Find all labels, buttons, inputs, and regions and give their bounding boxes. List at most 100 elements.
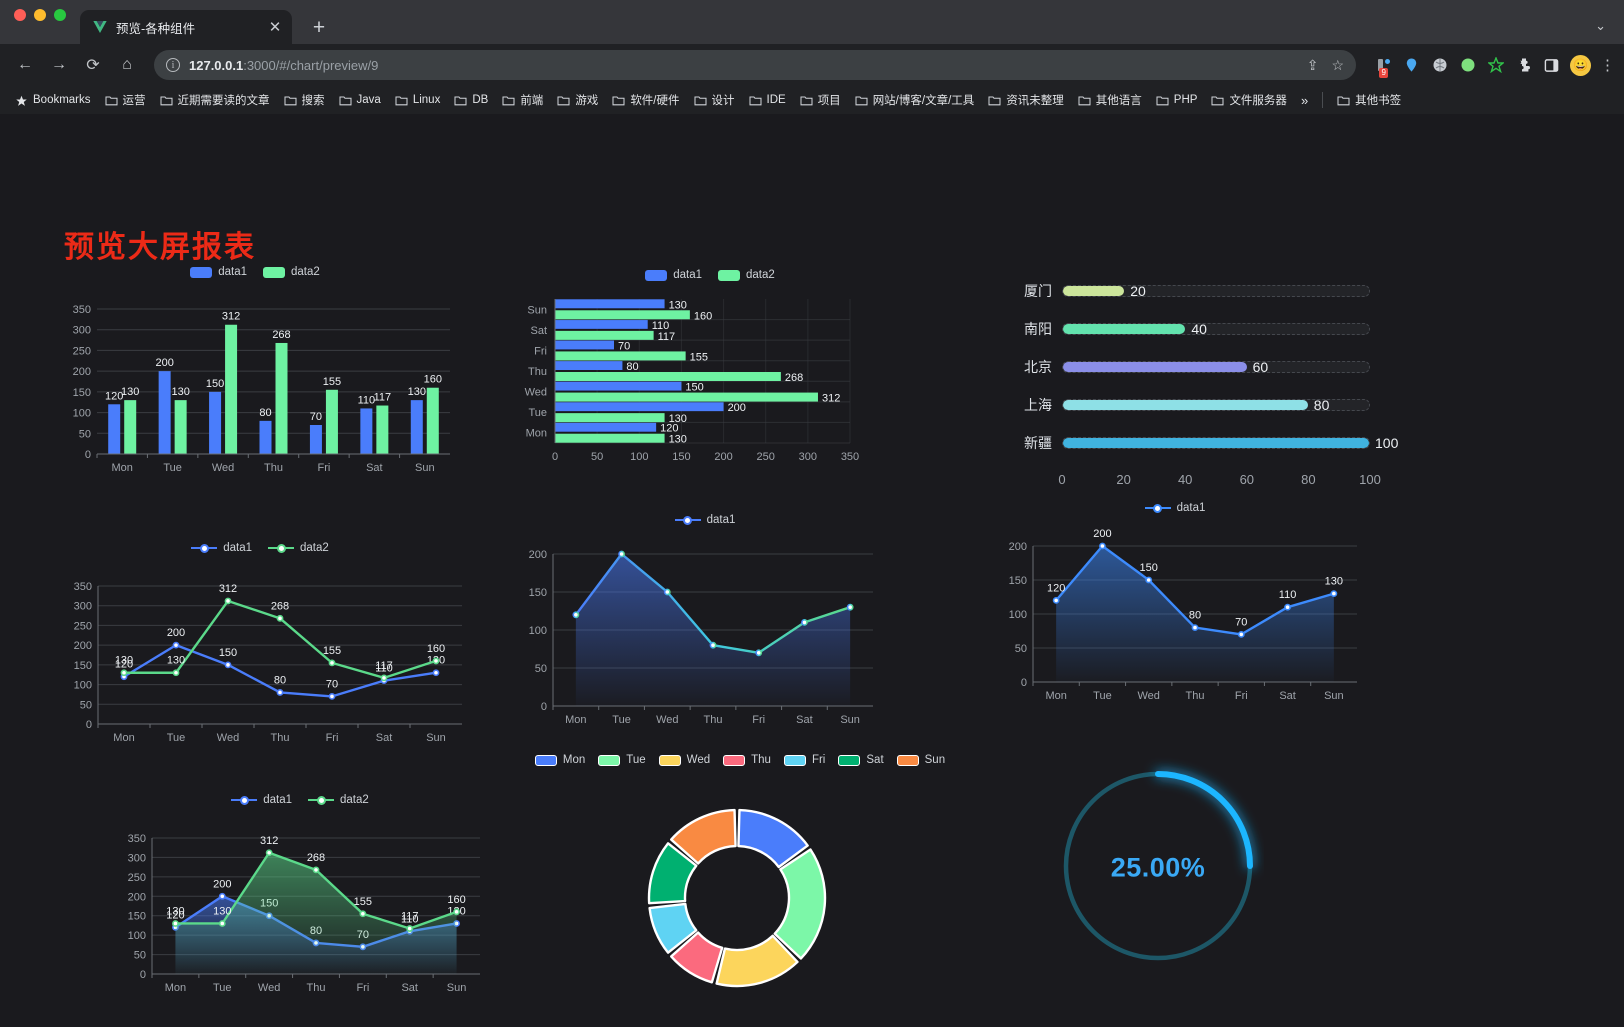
legend-item-data1[interactable]: data1 [645,269,702,281]
star-extension-icon[interactable] [1486,56,1505,75]
back-button[interactable]: ← [17,56,33,73]
bookmark-item-15[interactable]: 其他语言 [1072,89,1148,111]
progress-row[interactable]: 上海 80 [1000,386,1370,424]
share-icon[interactable]: ⇪ [1306,56,1319,73]
progress-track[interactable]: 60 [1062,359,1370,375]
legend-item-tue[interactable]: Tue [598,754,646,766]
bookmark-item-5[interactable]: Linux [389,91,447,109]
extension-badge-count: 9 [1379,67,1389,78]
brain-extension-icon[interactable] [1430,56,1449,75]
chart-smooth-line[interactable]: data1 0 50 100 150 200 Mon Tue Wed Thu Fri Sat Sun [505,514,905,729]
chart-horizontal-bar[interactable]: data1 data2 0 50 100 150 200 250 300 350 Mon 120 1… [510,269,910,484]
svg-text:130: 130 [166,905,184,917]
legend-swatch [838,754,861,766]
forward-button[interactable]: → [51,56,67,73]
close-tab-icon[interactable]: ✕ [268,18,282,36]
progress-row[interactable]: 新疆 100 [1000,424,1398,462]
bookmark-label: Bookmarks [33,94,91,106]
bookmark-item-12[interactable]: 项目 [794,89,847,111]
bookmark-item-9[interactable]: 软件/硬件 [606,89,685,111]
address-bar[interactable]: i 127.0.0.1:3000/#/chart/preview/9 ⇪ ☆ [154,50,1356,80]
chevron-down-icon[interactable]: ⌄ [1595,18,1606,33]
chart-vertical-bar[interactable]: data1 data2 0 50 100 150 200 250 300 350 Mon 120 1… [55,266,455,481]
bookmarks-bar: Bookmarks 运营 近期需要读的文章 搜索 Java Linux DB 前… [0,86,1624,114]
new-tab-button[interactable]: + [312,16,326,39]
avatar[interactable]: 😀 [1570,54,1591,76]
progress-track[interactable]: 80 [1062,397,1370,413]
svg-text:150: 150 [685,382,703,394]
progress-value: 60 [1252,359,1269,375]
progress-track[interactable]: 100 [1062,435,1398,451]
legend-item-data1[interactable]: data1 [231,794,292,806]
sidepanel-icon[interactable] [1542,56,1561,75]
home-button[interactable]: ⌂ [122,56,132,73]
legend-item-data2[interactable]: data2 [263,266,320,278]
bookmark-item-2[interactable]: 近期需要读的文章 [154,89,276,111]
bookmark-item-3[interactable]: 搜索 [278,89,331,111]
legend-item-data1[interactable]: data1 [191,542,252,554]
reload-button[interactable]: ⟳ [86,57,100,74]
legend-item-sat[interactable]: Sat [838,754,884,766]
chart-line-two-series[interactable]: data1 data2 0 50 100 150 200 250 300 350 Mon Tue W… [50,542,470,752]
chart-legend: data1 [505,514,905,526]
chart-donut-pie[interactable]: Mon Tue Wed Thu Fri Sat Sun [534,754,945,1019]
svg-text:Fri: Fri [1235,690,1248,702]
svg-text:130: 130 [669,434,687,446]
maximize-window-button[interactable] [54,9,66,21]
progress-track[interactable]: 20 [1062,283,1370,299]
location-pin-icon[interactable] [1402,56,1421,75]
legend-swatch [658,754,681,766]
progress-track[interactable]: 40 [1062,321,1370,337]
bookmark-item-4[interactable]: Java [333,91,387,109]
bookmark-item-17[interactable]: 文件服务器 [1205,89,1293,111]
close-window-button[interactable] [14,9,26,21]
svg-text:155: 155 [690,351,708,363]
legend-item-wed[interactable]: Wed [658,754,710,766]
extensions-puzzle-icon[interactable] [1514,56,1533,75]
bookmark-item-7[interactable]: 前端 [496,89,549,111]
bookmark-item-1[interactable]: 运营 [99,89,152,111]
bookmark-item-11[interactable]: IDE [743,91,792,109]
bookmark-item-13[interactable]: 网站/博客/文章/工具 [849,89,981,111]
green-circle-extension-icon[interactable] [1458,56,1477,75]
bookmark-item-8[interactable]: 游戏 [551,89,604,111]
legend-item-data1[interactable]: data1 [1144,502,1205,514]
bookmark-item-bookmarks[interactable]: Bookmarks [9,91,97,109]
bookmark-item-14[interactable]: 资讯未整理 [982,89,1070,111]
browser-tab[interactable]: 预览-各种组件 ✕ [80,10,292,44]
bookmark-item-other[interactable]: 其他书签 [1331,89,1407,111]
chart-area-single[interactable]: data1 0 50 100 150 200 Mon Tue Wed Thu Fri Sat Sun 1… [985,502,1365,717]
chart-progress-bars[interactable]: 厦门 20 南阳 40 北京 60 上海 80 新疆 100 0 20 40 60 80 100 [1000,272,1398,502]
legend-item-data1[interactable]: data1 [190,266,247,278]
chart-gauge[interactable]: 25.00% [1052,752,1264,984]
minimize-window-button[interactable] [34,9,46,21]
svg-text:120: 120 [1047,582,1065,594]
bookmark-label: 前端 [520,95,544,107]
bookmark-item-10[interactable]: 设计 [688,89,741,111]
legend-item-data2[interactable]: data2 [718,269,775,281]
extension-badged-icon[interactable]: 9 [1374,56,1393,78]
bookmark-label: 资讯未整理 [1006,95,1064,107]
bookmark-item-16[interactable]: PHP [1150,91,1204,109]
legend-item-mon[interactable]: Mon [534,754,585,766]
chart-area-two-series[interactable]: data1 data2 0 50 100 150 200 250 300 350 Mon Tue W… [100,794,500,1009]
progress-row[interactable]: 南阳 40 [1000,310,1370,348]
bookmark-star-icon[interactable]: ☆ [1331,56,1344,73]
legend-item-sun[interactable]: Sun [896,754,945,766]
svg-text:300: 300 [799,451,817,463]
chrome-menu-icon[interactable]: ⋮ [1600,57,1615,74]
svg-text:Tue: Tue [1093,690,1112,702]
legend-item-thu[interactable]: Thu [723,754,771,766]
bookmark-item-6[interactable]: DB [448,91,494,109]
site-info-icon[interactable]: i [166,58,180,72]
svg-text:Sat: Sat [366,462,383,474]
legend-item-data1[interactable]: data1 [674,514,735,526]
bookmarks-overflow-button[interactable]: » [1300,92,1309,108]
progress-row[interactable]: 北京 60 [1000,348,1370,386]
legend-item-data2[interactable]: data2 [268,542,329,554]
legend-item-data2[interactable]: data2 [308,794,369,806]
svg-text:50: 50 [80,699,92,711]
progress-fill [1063,286,1125,296]
legend-item-fri[interactable]: Fri [783,754,825,766]
progress-row[interactable]: 厦门 20 [1000,272,1370,310]
